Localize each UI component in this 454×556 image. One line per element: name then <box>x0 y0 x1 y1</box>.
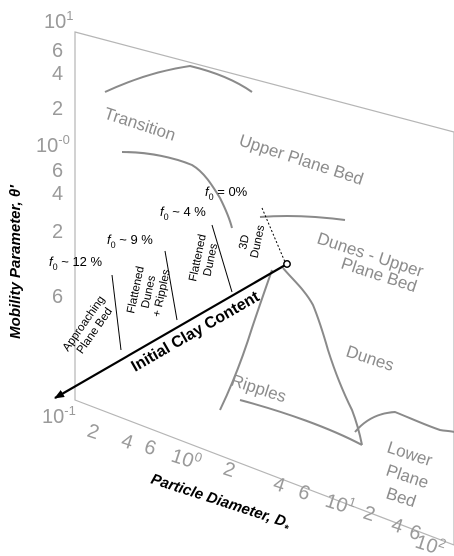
y-tick: 2 <box>52 98 63 120</box>
x-tick: 2 <box>360 502 377 526</box>
boundary-curve <box>240 400 362 445</box>
y-axis-ticks: 101 6 4 2 10-0 6 4 2 6 10-1 <box>36 8 76 428</box>
y-tick: 6 <box>52 286 63 308</box>
clay-origin-marker <box>284 261 290 267</box>
band-approaching-plane-bed: Approaching Plane Bed <box>61 294 119 361</box>
region-ripples: Ripples <box>229 371 289 407</box>
region-dunes: Dunes <box>344 342 397 375</box>
x-tick: 2 <box>84 420 101 444</box>
x-tick: 2 <box>220 458 237 482</box>
clay-fraction-3: f0 ~ 12 % <box>49 254 103 272</box>
region-transition: Transition <box>102 104 178 145</box>
region-upper-plane-bed: Upper Plane Bed <box>237 131 366 189</box>
y-tick: 6 <box>52 40 63 62</box>
y-tick: 101 <box>44 8 73 33</box>
band-3d-dunes: 3D Dunes <box>236 221 267 259</box>
x-tick: 6 <box>295 481 312 505</box>
boundary-curve <box>105 66 252 92</box>
x-axis-title: Particle Diameter, D* <box>148 471 293 536</box>
y-tick: 4 <box>52 183 63 205</box>
y-axis-title: Mobility Parameter, θ′ <box>7 184 24 339</box>
clay-fraction-0: f0 = 0% <box>205 184 248 202</box>
svg-text:Dunes: Dunes <box>249 224 268 259</box>
y-tick: 10-0 <box>36 132 70 157</box>
y-tick: 4 <box>52 63 63 85</box>
y-tick: 10-1 <box>42 403 76 428</box>
x-tick: 4 <box>118 430 135 454</box>
x-tick: 101 <box>322 487 358 520</box>
y-tick: 2 <box>52 221 63 243</box>
clay-content-overlay: f0 = 0% f0 ~ 4 % f0 ~ 9 % f0 ~ 12 % 3D D… <box>49 184 290 398</box>
y-tick: 6 <box>52 160 63 182</box>
x-tick: 6 <box>141 436 158 460</box>
clay-fraction-2: f0 ~ 9 % <box>107 232 153 250</box>
clay-fraction-1: f0 ~ 4 % <box>160 204 206 222</box>
x-tick: 4 <box>270 473 287 497</box>
x-tick: 102 <box>412 528 448 556</box>
band-flattened-dunes-ripples: Flattened Dunes + Ripples <box>125 263 173 320</box>
boundary-curve <box>355 412 454 432</box>
boundary-curve <box>260 216 345 220</box>
